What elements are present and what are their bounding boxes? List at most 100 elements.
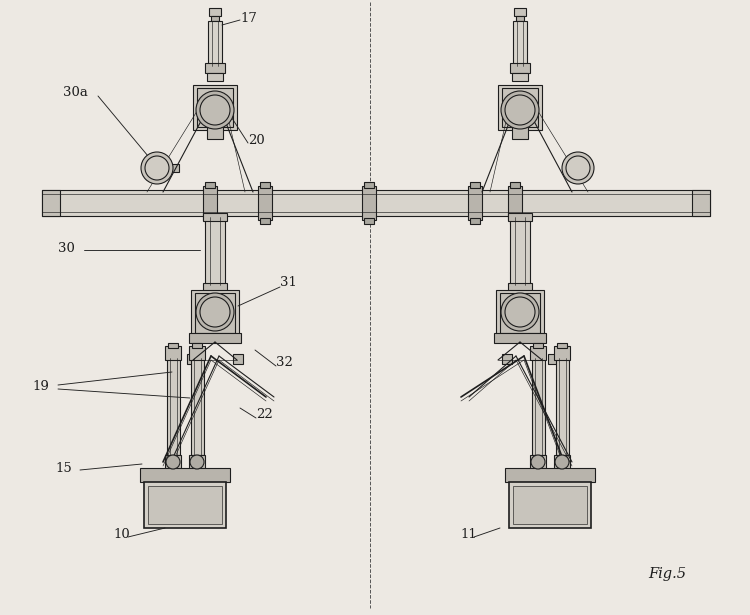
- Bar: [195, 293, 235, 333]
- Text: Fig.5: Fig.5: [648, 567, 686, 581]
- Circle shape: [166, 455, 180, 469]
- Bar: [189, 455, 205, 469]
- Bar: [530, 455, 546, 469]
- Circle shape: [505, 297, 535, 327]
- Circle shape: [141, 152, 173, 184]
- Bar: [207, 127, 223, 139]
- Bar: [165, 346, 181, 360]
- Bar: [168, 343, 178, 348]
- Bar: [189, 333, 241, 343]
- Bar: [502, 354, 512, 364]
- Circle shape: [566, 156, 590, 180]
- Bar: [516, 16, 524, 21]
- Bar: [502, 88, 538, 127]
- Bar: [498, 85, 542, 130]
- Bar: [513, 486, 587, 524]
- Bar: [508, 283, 532, 291]
- Circle shape: [200, 95, 230, 125]
- Bar: [512, 73, 528, 81]
- Bar: [505, 468, 595, 482]
- Bar: [205, 217, 225, 285]
- Bar: [509, 482, 591, 528]
- Bar: [140, 468, 230, 482]
- Bar: [260, 182, 270, 188]
- Text: 20: 20: [248, 133, 265, 146]
- Bar: [564, 164, 572, 172]
- Circle shape: [531, 455, 545, 469]
- Bar: [470, 182, 480, 188]
- Text: 30: 30: [58, 242, 75, 255]
- Bar: [233, 354, 243, 364]
- Circle shape: [200, 297, 230, 327]
- Bar: [556, 358, 569, 455]
- Bar: [189, 346, 205, 360]
- Bar: [364, 218, 374, 224]
- Bar: [494, 333, 546, 343]
- Bar: [508, 213, 532, 221]
- Bar: [144, 482, 226, 528]
- Bar: [205, 182, 215, 188]
- Bar: [512, 127, 528, 139]
- Circle shape: [501, 91, 539, 129]
- Bar: [510, 63, 530, 73]
- Bar: [470, 218, 480, 224]
- Circle shape: [145, 156, 169, 180]
- Circle shape: [501, 293, 539, 331]
- Bar: [468, 186, 482, 220]
- Bar: [197, 88, 233, 127]
- Bar: [209, 8, 221, 16]
- Circle shape: [555, 455, 569, 469]
- Bar: [187, 354, 197, 364]
- Bar: [510, 218, 520, 224]
- Bar: [165, 455, 181, 469]
- Text: 22: 22: [256, 408, 273, 421]
- Bar: [260, 218, 270, 224]
- Bar: [554, 455, 570, 469]
- Bar: [364, 182, 374, 188]
- Bar: [496, 290, 544, 336]
- Bar: [557, 343, 567, 348]
- Bar: [692, 190, 710, 216]
- Circle shape: [190, 455, 204, 469]
- Bar: [548, 354, 558, 364]
- Circle shape: [505, 95, 535, 125]
- Bar: [208, 21, 222, 66]
- Bar: [513, 21, 527, 66]
- Bar: [510, 217, 530, 285]
- Bar: [203, 186, 217, 220]
- Bar: [203, 213, 227, 221]
- Bar: [205, 218, 215, 224]
- Text: 31: 31: [280, 277, 297, 290]
- Circle shape: [562, 152, 594, 184]
- Bar: [530, 346, 546, 360]
- Text: 17: 17: [240, 12, 256, 25]
- Bar: [514, 8, 526, 16]
- Bar: [207, 73, 223, 81]
- Bar: [192, 343, 202, 348]
- Bar: [362, 186, 376, 220]
- Bar: [205, 63, 225, 73]
- Bar: [167, 358, 180, 455]
- Bar: [42, 190, 710, 216]
- Text: 10: 10: [113, 528, 130, 541]
- Bar: [508, 186, 522, 220]
- Bar: [191, 358, 204, 455]
- Bar: [500, 293, 540, 333]
- Text: 19: 19: [32, 381, 49, 394]
- Bar: [258, 186, 272, 220]
- Bar: [203, 283, 227, 291]
- Text: 32: 32: [276, 355, 292, 368]
- Text: 30a: 30a: [63, 87, 88, 100]
- Text: 11: 11: [460, 528, 477, 541]
- Bar: [193, 85, 237, 130]
- Circle shape: [196, 91, 234, 129]
- Bar: [532, 358, 545, 455]
- Bar: [554, 346, 570, 360]
- Bar: [42, 190, 60, 216]
- Bar: [171, 164, 179, 172]
- Bar: [533, 343, 543, 348]
- Bar: [510, 182, 520, 188]
- Circle shape: [196, 293, 234, 331]
- Bar: [148, 486, 222, 524]
- Bar: [191, 290, 239, 336]
